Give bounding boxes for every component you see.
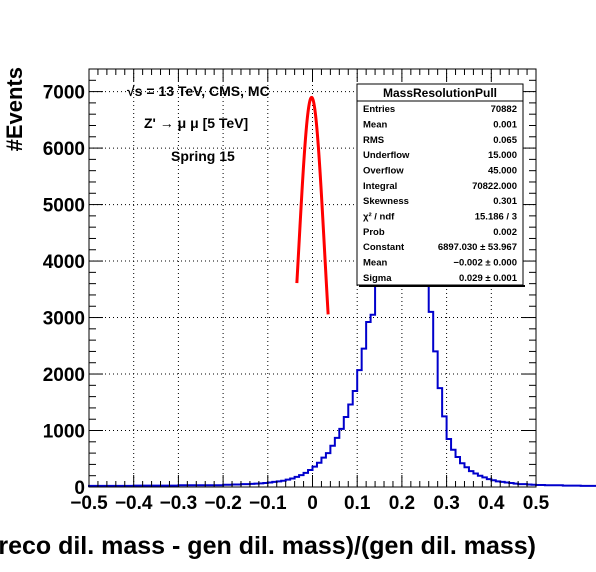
stats-row-value: 0.001	[493, 120, 517, 131]
stats-box-frame	[356, 83, 524, 286]
y-tick-label: 0	[74, 478, 85, 499]
stats-row-value: 0.002	[493, 227, 517, 238]
x-tick-label: 0.3	[433, 493, 459, 514]
x-tick-label: 0.1	[344, 493, 371, 514]
stats-row-value: −0.002 ± 0.000	[453, 258, 517, 269]
annotation-energy: √s = 13 TeV, CMS, MC	[127, 83, 270, 99]
stats-row-label: Sigma	[363, 273, 392, 284]
stats-row-label: Integral	[363, 181, 397, 192]
stats-row-value: 6897.030 ± 53.967	[438, 242, 517, 253]
y-tick-label: 1000	[43, 422, 85, 443]
stats-box-title: MassResolutionPull	[383, 86, 497, 100]
y-tick-label: 7000	[43, 83, 85, 104]
histogram	[88, 87, 596, 487]
stats-box-rows: Entries 70882 Mean 0.001 RMS 0.065 Underflow 15…	[363, 104, 518, 284]
stats-row-label: Mean	[363, 120, 387, 131]
stats-row-value: 45.000	[488, 166, 517, 177]
gaussian-fit	[295, 95, 330, 315]
stats-box: MassResolutionPull Entries 70882 Mean 0.001…	[356, 83, 525, 287]
y-axis-label: #Events	[2, 67, 27, 151]
y-tick-label: 3000	[43, 309, 85, 330]
stats-box-shadow	[359, 285, 525, 287]
x-axis-ticks: −0.5 −0.4 −0.3 −0.2 −0.1 0 0.1 0.2 0.3 0.4 0.5	[70, 69, 550, 514]
stats-row-value: 0.301	[493, 196, 517, 207]
stats-row-label: χ² / ndf	[363, 212, 395, 223]
histogram-line	[88, 87, 596, 487]
stats-row-value: 15.000	[488, 150, 517, 161]
x-axis-label: (reco dil. mass - gen dil. mass)/(gen di…	[0, 532, 536, 560]
stats-row-label: Mean	[363, 258, 387, 269]
stats-row-label: Skewness	[363, 196, 409, 207]
x-tick-label: −0.3	[160, 493, 198, 514]
fit-curve	[295, 95, 330, 315]
stats-row-label: RMS	[363, 135, 384, 146]
stats-row-value: 15.186 / 3	[475, 212, 517, 223]
y-tick-label: 2000	[43, 365, 85, 386]
x-tick-label: −0.5	[70, 493, 108, 514]
stats-row-value: 70822.000	[472, 181, 517, 192]
x-tick-label: −0.4	[115, 493, 153, 514]
y-tick-label: 5000	[43, 196, 85, 217]
stats-row-label: Entries	[363, 104, 395, 115]
x-tick-label: 0.4	[478, 493, 505, 514]
stats-row-label: Constant	[363, 242, 405, 253]
y-tick-label: 6000	[43, 139, 85, 160]
x-tick-label: −0.1	[249, 493, 287, 514]
annotation-sample: Spring 15	[171, 148, 235, 164]
stats-row-value: 0.029 ± 0.001	[459, 273, 518, 284]
stats-row-label: Underflow	[363, 150, 410, 161]
stats-row-value: 0.065	[493, 135, 517, 146]
x-tick-label: −0.2	[204, 493, 242, 514]
stats-row-value: 70882	[491, 104, 517, 115]
stats-row-label: Overflow	[363, 166, 404, 177]
x-tick-label: 0	[307, 493, 318, 514]
x-tick-label: 0.2	[389, 493, 415, 514]
stats-row-label: Prob	[363, 227, 385, 238]
annotation-process: Z' → μ μ [5 TeV]	[144, 115, 248, 131]
y-axis-ticks: 0 1000 2000 3000 4000 5000 6000 7000	[43, 68, 536, 499]
x-tick-label: 0.5	[523, 493, 550, 514]
y-tick-label: 4000	[43, 252, 85, 273]
